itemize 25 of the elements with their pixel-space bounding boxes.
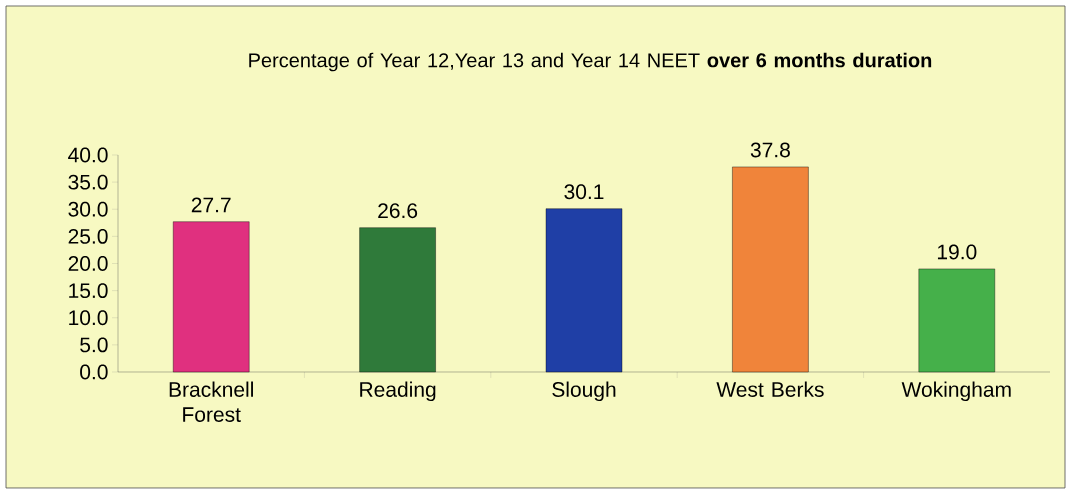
- data-label: 19.0: [937, 244, 977, 260]
- bar: [732, 166, 809, 373]
- y-tick-label: 40.0: [68, 147, 108, 163]
- data-label: 30.1: [564, 184, 604, 200]
- data-label: 26.6: [378, 203, 418, 219]
- bar: [359, 227, 436, 373]
- y-tick-label: 25.0: [68, 228, 108, 244]
- x-tick-label: Slough: [552, 381, 616, 402]
- y-tick-label: 20.0: [68, 256, 108, 271]
- y-tick-label: 15.0: [69, 283, 108, 299]
- chart-title: Percentage of Year 12,Year 13 and Year 14 NEET over 6 months duration: [249, 52, 932, 72]
- x-tick-label: Bracknell Forest: [169, 381, 253, 422]
- y-tick-label: 30.0: [68, 201, 108, 217]
- bar: [918, 268, 995, 373]
- y-tick-label: 5.0: [80, 337, 108, 353]
- x-tick-label: West Berks: [716, 381, 824, 397]
- data-label: 37.8: [750, 142, 790, 158]
- y-tick-label: 0.0: [80, 364, 108, 380]
- y-tick-label: 10.0: [69, 310, 108, 326]
- x-tick-label: Reading: [360, 381, 436, 402]
- x-tick-label: Wokingham: [901, 381, 1011, 402]
- y-tick-label: 35.0: [68, 174, 108, 190]
- data-label: 27.7: [191, 197, 231, 213]
- bar: [545, 208, 623, 373]
- bar: [173, 221, 250, 373]
